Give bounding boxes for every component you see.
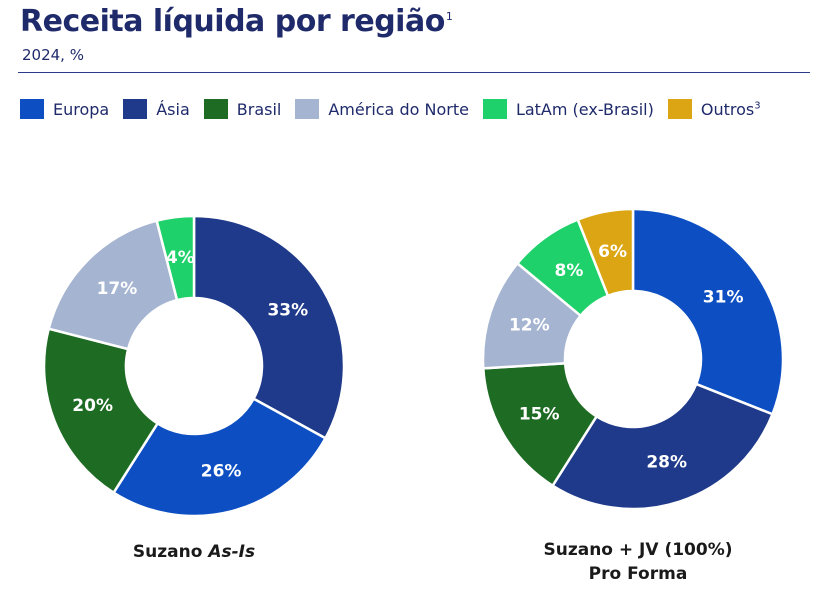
as-is-label-latam-ex-brasil: 4%: [166, 248, 195, 268]
legend-swatch-europa: [20, 99, 44, 119]
caption-pro-forma-line2: Pro Forma: [588, 564, 688, 584]
legend-label-outros: Outros3: [701, 100, 761, 119]
as-is-slice-america-do-norte: [47, 219, 179, 351]
legend-item-outros: Outros3: [667, 99, 761, 119]
as-is-slice-brasil: [42, 327, 160, 495]
legend-item-asia: Ásia: [123, 99, 190, 119]
legend: Europa Ásia Brasil América do Norte LatA…: [20, 96, 761, 122]
legend-label-brasil: Brasil: [236, 99, 282, 119]
legend-item-europa: Europa: [20, 99, 109, 119]
pro-forma-label-asia: 28%: [646, 453, 687, 473]
pro-forma-slice-outros: [576, 207, 635, 298]
pro-forma-label-europa: 31%: [703, 288, 744, 308]
pro-forma-label-america-do-norte: 12%: [509, 315, 550, 335]
as-is-slice-latam-ex-brasil: [155, 214, 196, 302]
legend-item-latam: LatAm (ex-Brasil): [482, 99, 654, 119]
as-is-slice-asia: [192, 214, 346, 440]
as-is-slice-europa: [111, 397, 328, 518]
legend-item-brasil: Brasil: [203, 99, 282, 119]
legend-swatch-asia: [123, 99, 148, 119]
donut-chart-pro-forma: 31% 28% 15% 12% 8% 6%: [481, 207, 785, 511]
legend-swatch-outros: [667, 99, 692, 119]
caption-pro-forma-text: Suzano + JV (100%) Pro Forma: [543, 538, 732, 586]
legend-label-europa: Europa: [53, 99, 110, 119]
donut-chart-as-is: 33% 26% 20% 17% 4%: [42, 214, 346, 518]
pro-forma-label-latam-ex-brasil: 8%: [554, 261, 583, 281]
legend-label-outros-text: Outros: [700, 99, 755, 119]
caption-pro-forma-line1: Suzano + JV (100%): [543, 540, 733, 560]
caption-as-is-main: Suzano: [132, 542, 209, 562]
legend-swatch-latam: [482, 99, 507, 119]
legend-label-latam: LatAm (ex-Brasil): [515, 99, 654, 119]
legend-item-america-do-norte: América do Norte: [295, 99, 469, 119]
legend-swatch-america-do-norte: [295, 99, 320, 119]
pro-forma-slice-europa: [631, 207, 785, 416]
caption-as-is-emph: As-Is: [208, 542, 256, 562]
chart-title-text: Receita líquida por região: [20, 4, 445, 39]
as-is-label-europa: 26%: [201, 462, 242, 482]
pro-forma-label-outros: 6%: [598, 242, 627, 262]
title-footnote-marker: 1: [445, 10, 453, 23]
chart-title: Receita líquida por região1: [20, 4, 453, 39]
as-is-label-america-do-norte: 17%: [97, 279, 138, 299]
pro-forma-slice-asia: [550, 382, 775, 511]
legend-label-asia: Ásia: [156, 99, 190, 119]
legend-swatch-brasil: [203, 99, 228, 119]
chart-subtitle: 2024, %: [22, 46, 84, 64]
legend-outros-footnote-marker: 3: [754, 100, 761, 112]
pro-forma-label-brasil: 15%: [519, 404, 560, 424]
as-is-label-asia: 33%: [267, 301, 308, 321]
header-divider: [18, 72, 810, 73]
legend-label-america-do-norte: América do Norte: [328, 99, 469, 119]
caption-as-is-text: Suzano As-Is: [133, 540, 255, 564]
as-is-label-brasil: 20%: [72, 396, 113, 416]
